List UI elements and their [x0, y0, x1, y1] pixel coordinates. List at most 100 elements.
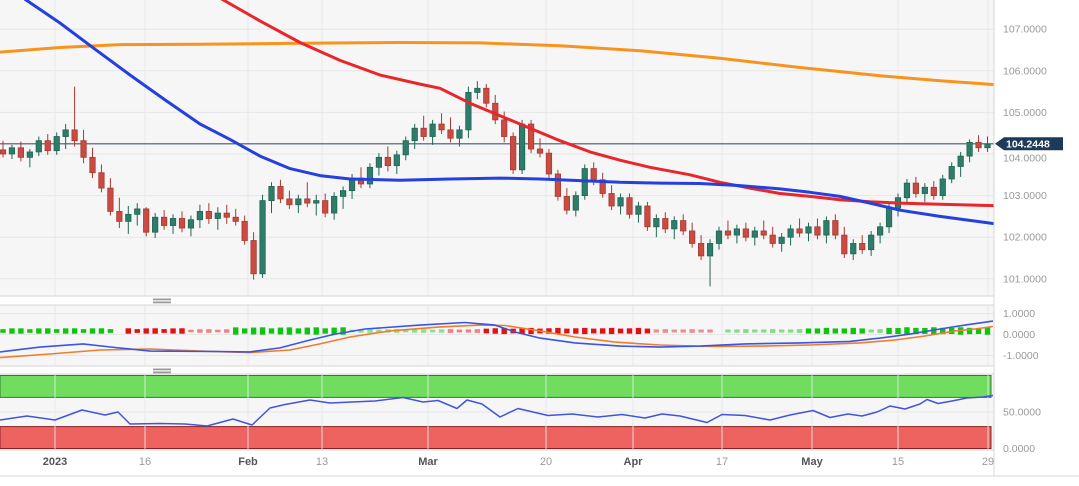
- current-price-value: 104.2448: [1006, 138, 1050, 150]
- candle: [322, 193, 329, 218]
- candle: [644, 201, 651, 231]
- time-axis-day-label: 16: [139, 456, 151, 468]
- candle: [715, 226, 723, 250]
- candle: [483, 84, 490, 108]
- panel-resize-handle[interactable]: [153, 368, 171, 374]
- candle: [26, 149, 33, 168]
- candle: [214, 207, 221, 230]
- candle: [420, 115, 427, 141]
- candle: [877, 222, 884, 244]
- candle: [787, 224, 794, 246]
- candle: [438, 113, 445, 135]
- candle: [62, 124, 69, 150]
- candle: [169, 214, 177, 234]
- candle: [724, 220, 732, 240]
- candle: [53, 132, 60, 155]
- candle: [671, 216, 678, 240]
- candle: [125, 206, 132, 234]
- candle: [304, 182, 311, 208]
- candle: [680, 214, 687, 236]
- candle: [536, 138, 544, 158]
- candle: [608, 185, 615, 211]
- candle: [456, 125, 463, 147]
- candle: [939, 174, 946, 200]
- candle: [187, 215, 195, 237]
- candle: [241, 215, 248, 245]
- price-tick-label: 107.0000: [1003, 24, 1047, 36]
- candle: [832, 214, 839, 240]
- time-axis-day-label: 29: [982, 456, 994, 468]
- macd-line: [0, 320, 994, 353]
- candle: [116, 197, 123, 229]
- candle: [617, 193, 624, 215]
- candle: [411, 124, 418, 150]
- candle: [975, 135, 982, 152]
- candle: [903, 178, 911, 204]
- price-tick-label: 103.0000: [1003, 190, 1047, 202]
- candle: [393, 150, 400, 174]
- candles: [0, 81, 991, 287]
- candle: [626, 193, 633, 219]
- candle: [107, 178, 114, 216]
- candle: [313, 194, 320, 216]
- candle: [689, 222, 696, 248]
- candle: [250, 232, 257, 280]
- rsi-tick-label: 0.0000: [1003, 443, 1035, 455]
- candle: [98, 164, 105, 193]
- price-tick-label: 105.0000: [1003, 107, 1047, 119]
- macd-tick-label: 0.0000: [1003, 329, 1035, 341]
- candle: [429, 119, 436, 145]
- rsi-line: [0, 394, 994, 427]
- candle: [930, 181, 937, 200]
- candle: [653, 214, 660, 238]
- candle: [868, 230, 875, 256]
- sma-55-line: [23, 0, 994, 225]
- time-axis[interactable]: 2023 16 Feb 13 Mar 20 Apr 17 May 15 29: [43, 456, 994, 468]
- candle: [572, 191, 579, 217]
- price-tick-label: 102.0000: [1003, 232, 1047, 244]
- candle: [286, 190, 293, 209]
- candle: [698, 235, 705, 261]
- candle: [733, 224, 741, 244]
- candle: [223, 204, 230, 224]
- candle: [912, 176, 920, 198]
- candle: [984, 136, 991, 152]
- time-axis-day-label: 20: [540, 456, 552, 468]
- candle: [751, 226, 758, 246]
- candle: [742, 222, 749, 242]
- overbought-zone: [0, 375, 992, 398]
- candle: [196, 204, 203, 229]
- time-axis-month-label: May: [801, 456, 823, 468]
- candle: [465, 86, 472, 139]
- candle: [519, 119, 526, 174]
- candle: [160, 210, 168, 230]
- candle: [80, 129, 87, 164]
- time-axis-month-label: 2023: [43, 456, 67, 468]
- candle: [375, 153, 383, 176]
- candle: [859, 235, 866, 254]
- candle: [259, 194, 266, 278]
- candle: [366, 163, 374, 189]
- candle: [178, 211, 186, 233]
- candle: [17, 141, 25, 162]
- candle: [554, 169, 562, 201]
- panel-resize-handle[interactable]: [153, 298, 171, 304]
- time-axis-month-label: Mar: [418, 456, 438, 468]
- candle: [44, 134, 51, 155]
- candle: [948, 162, 955, 184]
- candle: [635, 201, 642, 223]
- candle: [331, 192, 338, 220]
- candle: [778, 233, 785, 252]
- price-tick-label: 101.0000: [1003, 273, 1047, 285]
- candle: [760, 220, 767, 240]
- panel-backgrounds: [0, 0, 994, 450]
- momentum-dashes: [0, 327, 991, 335]
- candle: [823, 216, 830, 244]
- candle: [769, 226, 776, 248]
- price-axis[interactable]: 107.0000 106.0000 105.0000 104.0000 103.0000…: [1003, 24, 1047, 455]
- candle: [232, 208, 239, 226]
- time-axis-day-label: 13: [316, 456, 328, 468]
